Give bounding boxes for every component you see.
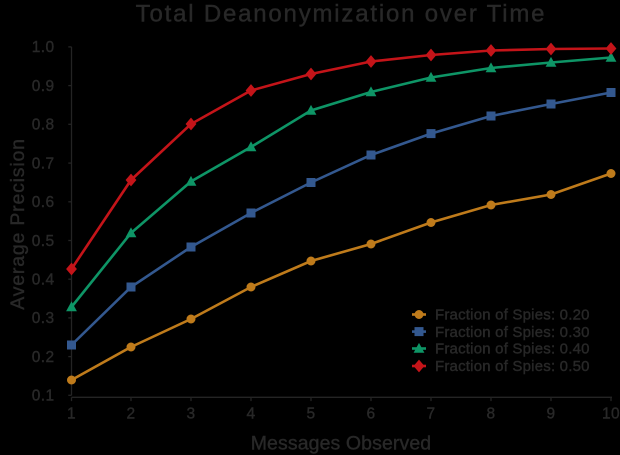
svg-text:Fraction of Spies: 0.20: Fraction of Spies: 0.20 [435,307,590,324]
svg-text:9: 9 [546,406,555,423]
svg-text:Fraction of Spies: 0.30: Fraction of Spies: 0.30 [435,324,590,341]
svg-text:2: 2 [126,406,135,423]
svg-text:Messages Observed: Messages Observed [251,433,432,455]
svg-text:0.6: 0.6 [32,194,55,211]
svg-text:0.9: 0.9 [32,78,55,95]
svg-text:3: 3 [186,406,195,423]
svg-text:0.1: 0.1 [32,388,55,405]
svg-text:8: 8 [486,406,495,423]
svg-text:4: 4 [246,406,255,423]
svg-text:0.3: 0.3 [32,310,55,327]
svg-text:5: 5 [306,406,315,423]
svg-text:1: 1 [67,406,76,423]
svg-text:0.2: 0.2 [32,349,55,366]
svg-text:Average Precision: Average Precision [7,138,29,310]
svg-text:1.0: 1.0 [32,39,55,56]
svg-text:7: 7 [426,406,435,423]
svg-text:0.5: 0.5 [32,233,55,250]
svg-text:Total Deanonymization over Tim: Total Deanonymization over Time [136,1,547,28]
svg-text:0.8: 0.8 [32,117,55,134]
svg-text:0.7: 0.7 [32,155,55,172]
svg-text:Fraction of Spies: 0.50: Fraction of Spies: 0.50 [435,358,590,375]
svg-text:10: 10 [602,406,620,423]
svg-text:6: 6 [366,406,375,423]
svg-text:Fraction of Spies: 0.40: Fraction of Spies: 0.40 [435,341,590,358]
svg-text:0.4: 0.4 [32,272,55,289]
